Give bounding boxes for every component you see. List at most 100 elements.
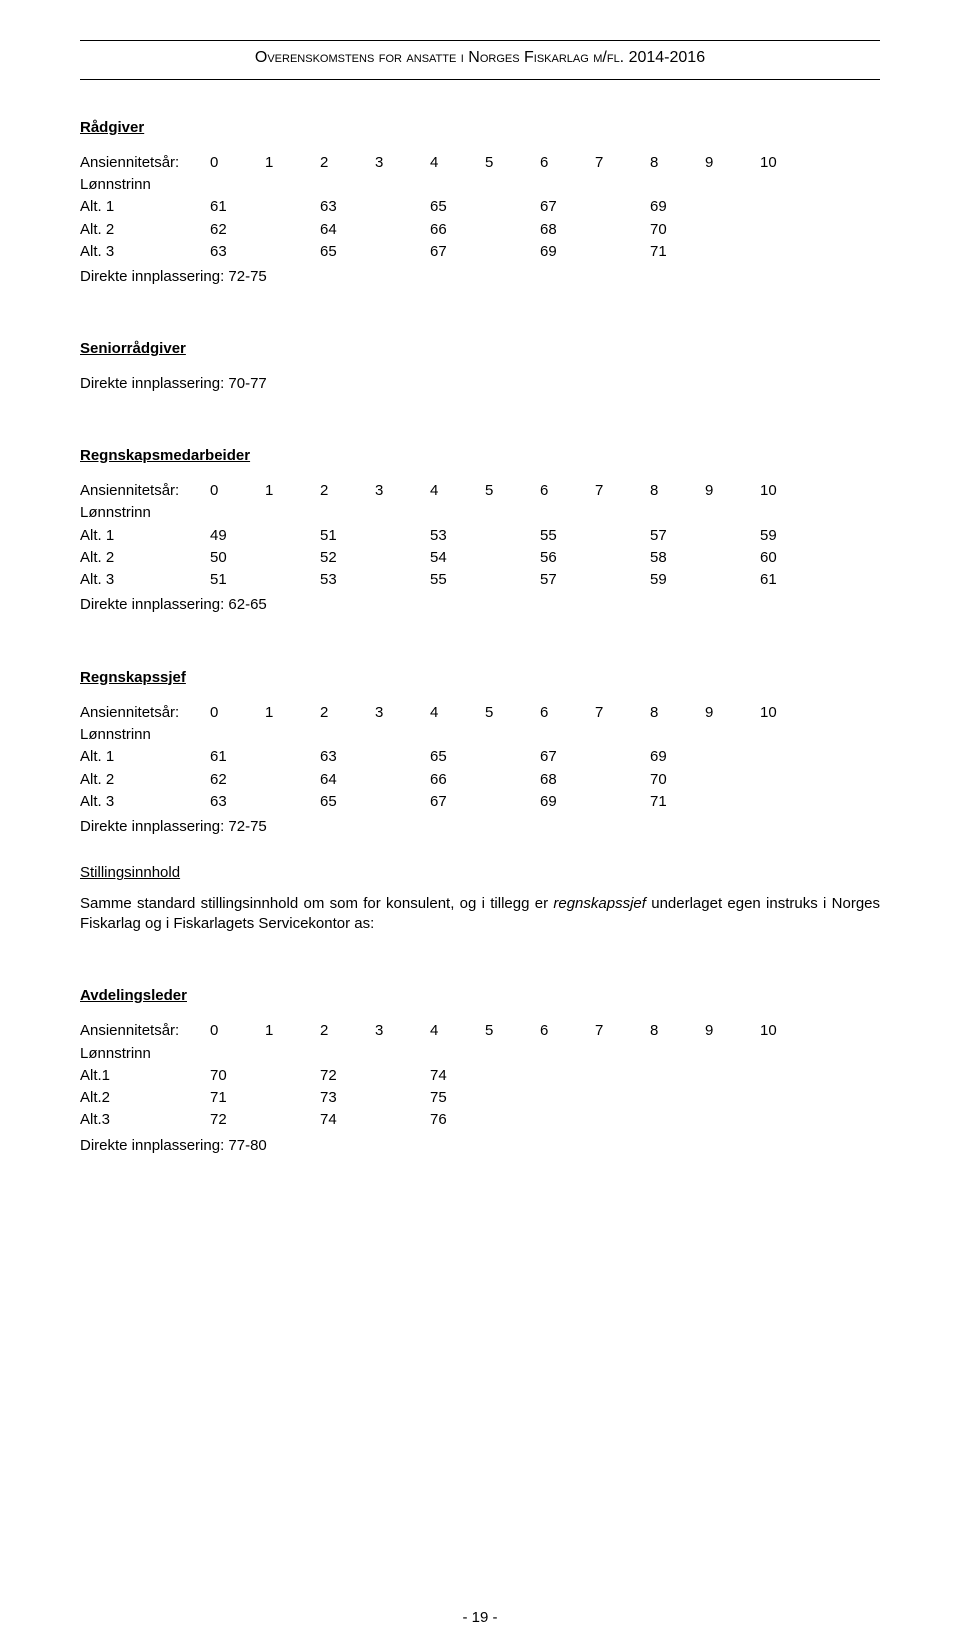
cell (265, 1065, 320, 1087)
ans-label: Ansiennitetsår: (80, 152, 210, 174)
cell: 67 (540, 746, 595, 768)
cell: 70 (650, 219, 705, 241)
cell: 69 (650, 196, 705, 218)
cell (595, 569, 650, 591)
cell (265, 791, 320, 813)
col-10: 10 (760, 152, 815, 174)
row-label: Alt. 2 (80, 219, 210, 241)
cell: 69 (540, 791, 595, 813)
cell (595, 241, 650, 263)
ans-label: Ansiennitetsår: (80, 1020, 210, 1042)
cell (705, 569, 760, 591)
cell: 65 (320, 241, 375, 263)
cell: 63 (320, 196, 375, 218)
ans-label: Ansiennitetsår: (80, 702, 210, 724)
table-avdelingsleder: Ansiennitetsår: 0 1 2 3 4 5 6 7 8 9 10 L… (80, 1020, 815, 1131)
cell: 61 (760, 569, 815, 591)
direct-placement: Direkte innplassering: 77-80 (80, 1136, 880, 1156)
cell (485, 746, 540, 768)
col-0: 0 (210, 702, 265, 724)
col-9: 9 (705, 702, 760, 724)
cell (375, 791, 430, 813)
ans-label: Ansiennitetsår: (80, 480, 210, 502)
section-regnskapsmedarbeider: Regnskapsmedarbeider Ansiennitetsår: 0 1… (80, 446, 880, 616)
cell (265, 525, 320, 547)
col-7: 7 (595, 702, 650, 724)
cell: 61 (210, 746, 265, 768)
cell: 65 (320, 791, 375, 813)
cell: 74 (320, 1109, 375, 1131)
table-row: Alt. 2 50 52 54 56 58 60 (80, 547, 815, 569)
cell: 50 (210, 547, 265, 569)
cell (485, 569, 540, 591)
col-4: 4 (430, 152, 485, 174)
col-6: 6 (540, 702, 595, 724)
cell: 64 (320, 219, 375, 241)
cell: 62 (210, 769, 265, 791)
cell: 55 (540, 525, 595, 547)
cell: 60 (760, 547, 815, 569)
cell: 52 (320, 547, 375, 569)
col-1: 1 (265, 702, 320, 724)
cell (595, 791, 650, 813)
cell (705, 525, 760, 547)
stillingsinnhold-body: Samme standard stillingsinnhold om som f… (80, 894, 880, 935)
col-8: 8 (650, 480, 705, 502)
cell: 64 (320, 769, 375, 791)
col-4: 4 (430, 1020, 485, 1042)
cell (595, 746, 650, 768)
table-regnskapsmedarbeider: Ansiennitetsår: 0 1 2 3 4 5 6 7 8 9 10 L… (80, 480, 815, 591)
col-10: 10 (760, 480, 815, 502)
cell: 67 (430, 241, 485, 263)
cell: 57 (650, 525, 705, 547)
cell: 54 (430, 547, 485, 569)
row-label: Alt. 1 (80, 525, 210, 547)
col-0: 0 (210, 1020, 265, 1042)
row-label: Alt. 2 (80, 769, 210, 791)
cell: 59 (650, 569, 705, 591)
cell: 75 (430, 1087, 485, 1109)
cell (265, 769, 320, 791)
lonn-label: Lønnstrinn (80, 724, 210, 746)
col-5: 5 (485, 152, 540, 174)
col-8: 8 (650, 1020, 705, 1042)
cell (265, 569, 320, 591)
cell (375, 1109, 430, 1131)
cell: 71 (650, 791, 705, 813)
cell (705, 547, 760, 569)
col-7: 7 (595, 1020, 650, 1042)
title-avdelingsleder: Avdelingsleder (80, 986, 880, 1006)
table-header-row: Ansiennitetsår: 0 1 2 3 4 5 6 7 8 9 10 (80, 152, 815, 174)
cell: 73 (320, 1087, 375, 1109)
col-5: 5 (485, 702, 540, 724)
title-regnskapssjef: Regnskapssjef (80, 668, 880, 688)
cell: 59 (760, 525, 815, 547)
cell: 63 (320, 746, 375, 768)
table-row: Alt.3 72 74 76 (80, 1109, 815, 1131)
col-8: 8 (650, 702, 705, 724)
cell: 49 (210, 525, 265, 547)
cell (265, 241, 320, 263)
cell: 56 (540, 547, 595, 569)
col-3: 3 (375, 1020, 430, 1042)
col-7: 7 (595, 152, 650, 174)
table-row: Alt. 1 61 63 65 67 69 (80, 746, 815, 768)
col-1: 1 (265, 480, 320, 502)
row-label: Alt. 3 (80, 791, 210, 813)
page-header: Overenskomstens for ansatte i Norges Fis… (80, 47, 880, 69)
row-label: Alt. 3 (80, 569, 210, 591)
body-italic: regnskapssjef (553, 895, 646, 912)
col-4: 4 (430, 480, 485, 502)
row-label: Alt. 3 (80, 241, 210, 263)
cell: 63 (210, 241, 265, 263)
row-label: Alt.3 (80, 1109, 210, 1131)
page-number: - 19 - (0, 1608, 960, 1628)
row-label: Alt.2 (80, 1087, 210, 1109)
col-5: 5 (485, 480, 540, 502)
cell (265, 1087, 320, 1109)
cell (265, 746, 320, 768)
cell: 76 (430, 1109, 485, 1131)
col-0: 0 (210, 480, 265, 502)
cell (485, 196, 540, 218)
cell (375, 241, 430, 263)
